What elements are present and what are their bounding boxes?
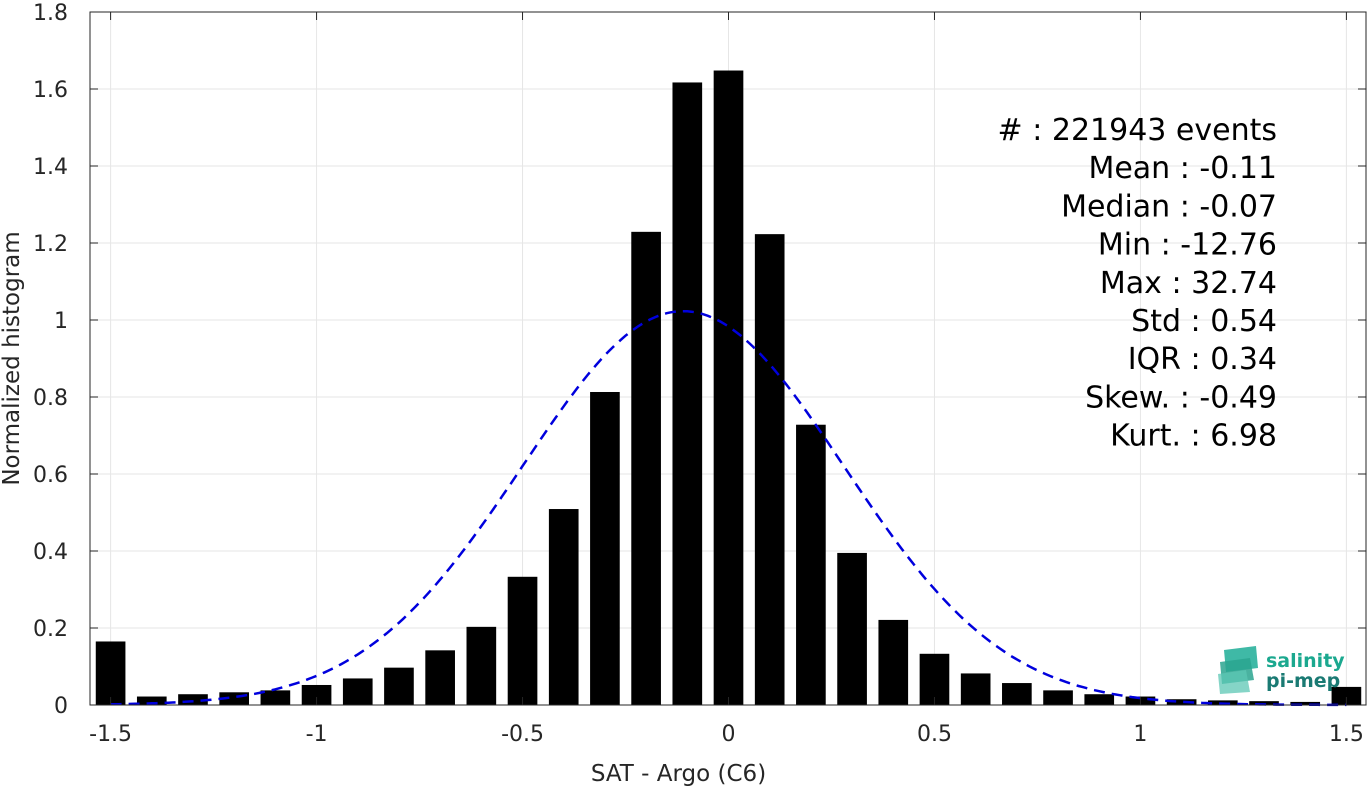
stat-line: Mean : -0.11: [1088, 151, 1277, 186]
histogram-bar: [1043, 690, 1073, 705]
x-tick-label: 0.5: [917, 722, 952, 747]
stat-label: IQR: [1128, 342, 1191, 377]
y-axis-label: Normalized histogram: [0, 231, 25, 485]
x-tick-label: 1.5: [1329, 722, 1364, 747]
stat-value: : 6.98: [1191, 419, 1277, 454]
stat-value: : 0.54: [1191, 304, 1277, 339]
stat-label: Min: [1098, 228, 1161, 263]
histogram-bar: [342, 678, 373, 705]
y-tick-label: 1: [54, 309, 68, 334]
histogram-bar: [878, 619, 909, 705]
stat-label: Kurt.: [1110, 419, 1190, 454]
stat-label: Max: [1100, 266, 1172, 301]
stat-line: Min : -12.76: [1098, 228, 1277, 263]
stat-value: : -0.07: [1180, 189, 1277, 224]
y-tick-label: 1.6: [33, 78, 68, 103]
histogram-bar: [95, 641, 126, 705]
histogram-bar: [590, 391, 620, 705]
logo-emblem-icon: [1218, 646, 1258, 694]
histogram-bar: [1166, 699, 1197, 705]
x-tick-label: -1.5: [89, 722, 132, 747]
salinity-pi-mep-logo: salinity pi-mep: [1218, 646, 1345, 694]
logo-text-pi-mep: pi-mep: [1266, 670, 1340, 692]
stat-label: Mean: [1088, 151, 1179, 186]
histogram-bar: [136, 696, 167, 705]
y-tick-label: 1.4: [33, 155, 68, 180]
stat-value: : -0.49: [1180, 380, 1277, 415]
stat-label: Std: [1131, 304, 1190, 339]
stat-value: : 0.34: [1191, 342, 1277, 377]
histogram-bar: [919, 653, 950, 705]
x-axis-label: SAT - Argo (C6): [591, 761, 766, 787]
stat-label: Skew.: [1085, 380, 1180, 415]
histogram-bar: [631, 231, 661, 705]
histogram-bar: [1331, 686, 1362, 705]
x-axis-ticks: -1.5 -1 -0.5 0 0.5 1 1.5: [89, 12, 1364, 747]
histogram-bar: [548, 509, 579, 705]
y-tick-label: 0: [54, 694, 68, 719]
histogram-bar: [754, 234, 785, 705]
y-tick-label: 1.2: [33, 232, 68, 257]
stat-value: : -12.76: [1161, 228, 1277, 263]
y-tick-label: 0.2: [33, 617, 68, 642]
y-tick-label: 1.8: [33, 1, 68, 26]
histogram-bar: [260, 690, 291, 705]
y-axis-ticks: 0 0.2 0.4 0.6 0.8 1 1.2 1.4 1.6 1.8: [33, 1, 1366, 719]
histogram-bar: [837, 552, 867, 705]
y-tick-label: 0.4: [33, 540, 68, 565]
histogram-bar: [1290, 701, 1321, 705]
logo-text-salinity: salinity: [1266, 650, 1345, 672]
y-tick-label: 0.6: [33, 463, 68, 488]
histogram-bar: [1002, 683, 1032, 705]
x-tick-label: -1: [306, 722, 328, 747]
stat-line: # : 221943 events: [998, 113, 1277, 148]
stat-line: Skew. : -0.49: [1085, 380, 1277, 415]
histogram-bar: [1249, 701, 1279, 705]
stat-label: Median: [1061, 189, 1180, 224]
histogram-bar: [960, 673, 991, 705]
stat-value: : 221943 events: [1032, 113, 1277, 148]
stat-line: Max : 32.74: [1100, 266, 1277, 301]
histogram-bar: [178, 694, 208, 705]
stat-label: #: [998, 113, 1033, 148]
histogram-bars: [95, 70, 1362, 705]
x-tick-label: 0: [722, 722, 736, 747]
stat-line: Kurt. : 6.98: [1110, 419, 1277, 454]
histogram-bar: [384, 667, 414, 705]
stat-line: Std : 0.54: [1131, 304, 1277, 339]
stat-line: IQR : 0.34: [1128, 342, 1277, 377]
histogram-bar: [301, 684, 332, 705]
histogram-bar: [713, 70, 744, 705]
histogram-bar: [466, 626, 497, 705]
y-tick-label: 0.8: [33, 386, 68, 411]
x-tick-label: 1: [1133, 722, 1147, 747]
stat-value: : 32.74: [1171, 266, 1277, 301]
histogram-bar: [1084, 694, 1115, 705]
stat-value: : -0.11: [1180, 151, 1277, 186]
histogram-bar: [796, 424, 826, 705]
stat-line: Median : -0.07: [1061, 189, 1277, 224]
histogram-bar: [425, 650, 455, 705]
histogram-bar: [507, 576, 538, 705]
x-tick-label: -0.5: [501, 722, 544, 747]
histogram-bar: [672, 82, 703, 705]
